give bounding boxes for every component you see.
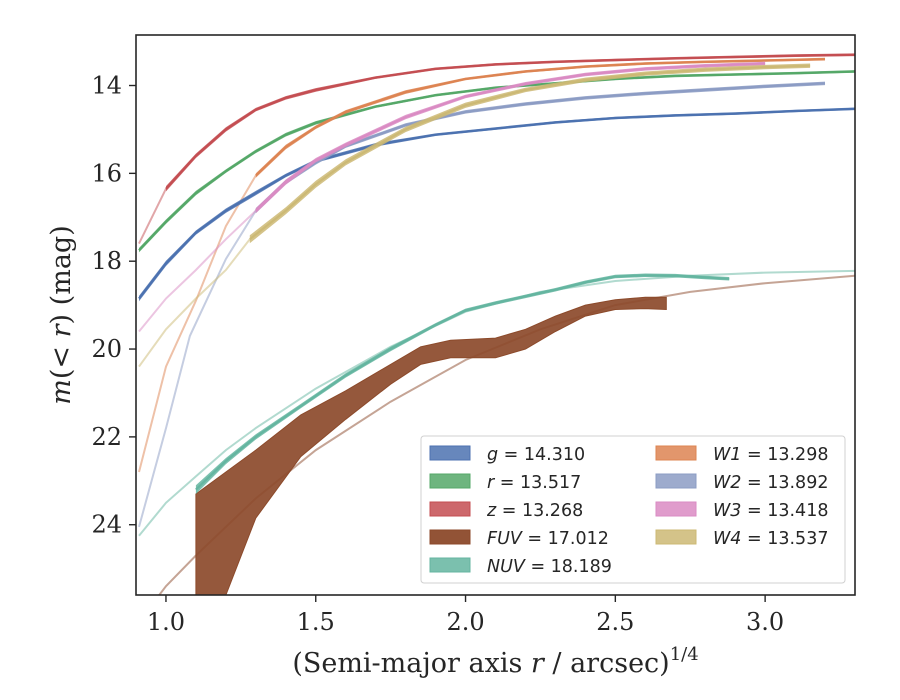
legend-value-r: = 13.517 <box>494 473 581 493</box>
x-tick-label: 2.5 <box>596 608 634 636</box>
legend-band-w1: W1 <box>713 445 741 465</box>
series-layer <box>138 53 855 595</box>
legend-swatch-z <box>429 501 471 517</box>
series-fuv-band <box>195 296 667 595</box>
y-axis-title-tail: ) (mag) <box>46 225 77 324</box>
y-axis-title: m(< r) (mag) <box>46 225 77 404</box>
series-z-extrapolation <box>138 188 167 245</box>
legend-label-w1: W1 = 13.298 <box>713 445 828 465</box>
legend-label-w3: W3 = 13.418 <box>713 501 828 521</box>
x-axis-title-var: r <box>531 648 546 679</box>
x-axis-title-prefix: (Semi-major axis <box>292 648 531 679</box>
legend-label-z: z = 13.268 <box>486 501 583 521</box>
legend-label-r: r = 13.517 <box>487 473 581 493</box>
legend-band-z: z <box>486 501 497 521</box>
legend-label-w4: W4 = 13.537 <box>713 529 828 549</box>
legend-label-w2: W2 = 13.892 <box>713 473 828 493</box>
series-r-line <box>138 70 855 251</box>
legend-band-r: r <box>487 473 496 493</box>
series-w3-line <box>255 62 766 212</box>
legend-swatch-w3 <box>655 501 697 517</box>
y-tick-label: 20 <box>91 335 122 363</box>
legend-swatch-fuv <box>429 529 471 545</box>
y-tick-label: 14 <box>91 72 122 100</box>
x-axis-title-exponent: 1/4 <box>670 644 699 665</box>
legend-swatch-w1 <box>655 445 697 461</box>
y-tick-label: 18 <box>91 247 122 275</box>
legend-swatch-w4 <box>655 529 697 545</box>
x-tick-label: 3.0 <box>746 608 784 636</box>
legend-swatch-nuv <box>429 557 471 573</box>
y-axis-title-var: m <box>46 379 77 405</box>
x-tick-label: 1.5 <box>297 608 335 636</box>
legend-band-w4: W4 <box>713 529 741 549</box>
legend-band-w2: W2 <box>713 473 741 493</box>
legend-band-g: g <box>487 445 498 465</box>
legend-swatch-r <box>429 473 471 489</box>
legend-value-nuv: = 18.189 <box>525 557 612 577</box>
y-tick-label: 24 <box>91 511 122 539</box>
legend-value-fuv: = 17.012 <box>522 529 609 549</box>
series-w4-extrapolation <box>138 238 251 368</box>
legend-band-nuv: NUV <box>487 557 526 577</box>
legend-label-fuv: FUV = 17.012 <box>487 529 609 549</box>
legend-swatch-w2 <box>655 473 697 489</box>
legend-value-w4: = 13.537 <box>741 529 828 549</box>
series-w3-extrapolation <box>138 209 257 333</box>
plot-frame <box>135 34 856 596</box>
series-w4-line <box>249 64 811 241</box>
y-tick-label: 22 <box>91 423 122 451</box>
legend-label-g: g = 14.310 <box>487 445 585 465</box>
legend-value-z: = 13.268 <box>496 501 583 521</box>
legend-frame <box>420 435 846 584</box>
x-axis-title-suffix: / arcsec) <box>544 648 670 679</box>
series-nuv-line <box>195 274 730 491</box>
legend-value-g: = 14.310 <box>498 445 585 465</box>
x-axis-title: (Semi-major axis r / arcsec)1/4 <box>292 644 698 679</box>
series-g-line <box>138 107 855 300</box>
x-tick-label: 1.0 <box>147 608 185 636</box>
y-axis-title-var2: r <box>46 322 77 337</box>
legend-label-nuv: NUV = 18.189 <box>487 557 612 577</box>
legend-swatch-g <box>429 445 471 461</box>
ticks-layer: 1.0 1.5 2.0 2.5 3.0 14 16 18 20 22 24 <box>91 72 784 636</box>
series-w2-extrapolation <box>138 210 257 528</box>
legend-band-fuv: FUV <box>487 529 523 549</box>
y-tick-label: 16 <box>91 159 122 187</box>
y-axis-title-mid: (< <box>46 337 77 379</box>
legend-value-w2: = 13.892 <box>741 473 828 493</box>
series-z-line <box>165 53 855 190</box>
legend-value-w1: = 13.298 <box>741 445 828 465</box>
legend-value-w3: = 13.418 <box>741 501 828 521</box>
series-w1-extrapolation <box>138 174 257 473</box>
series-w3-band <box>255 61 766 214</box>
series-w1-line <box>255 58 826 177</box>
x-tick-label: 2.0 <box>446 608 484 636</box>
legend-band-w3: W3 <box>713 501 741 521</box>
